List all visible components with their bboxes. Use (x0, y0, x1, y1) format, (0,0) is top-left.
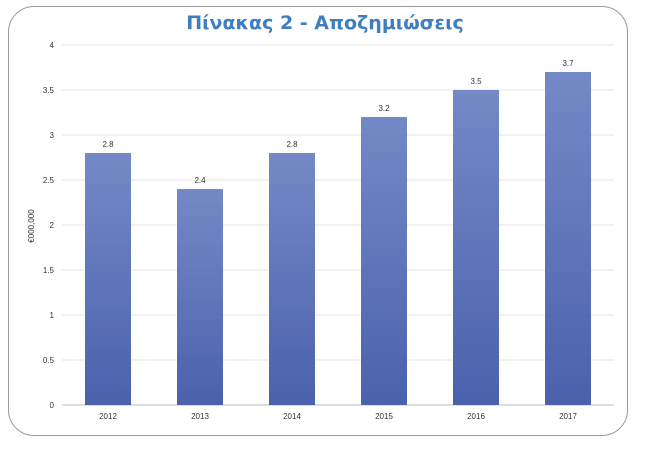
data-label: 3.7 (562, 59, 574, 68)
y-tick-label: 0.5 (43, 356, 55, 365)
x-tick-label: 2014 (283, 412, 301, 421)
x-tick-label: 2013 (191, 412, 209, 421)
data-label: 2.4 (194, 176, 206, 185)
gridlines (62, 44, 614, 406)
y-tick-label: 2 (50, 221, 55, 230)
y-tick-label: 3 (50, 131, 55, 140)
bar (545, 72, 591, 405)
bar (361, 117, 407, 405)
x-tick-label: 2012 (99, 412, 117, 421)
x-tick-label: 2015 (375, 412, 393, 421)
chart-title: Πίνακας 2 - Αποζημιώσεις (186, 12, 464, 34)
y-tick-label: 0 (50, 401, 55, 410)
x-tick-label: 2016 (467, 412, 485, 421)
bar (453, 90, 499, 405)
bar (177, 189, 223, 405)
y-tick-label: 1 (50, 311, 55, 320)
y-tick-label: 2.5 (43, 176, 55, 185)
bars (85, 72, 591, 405)
data-label: 2.8 (102, 140, 114, 149)
y-tick-label: 3.5 (43, 86, 55, 95)
y-tick-label: 1.5 (43, 266, 55, 275)
y-axis-label: €000,000 (27, 209, 36, 243)
y-tick-label: 4 (50, 41, 55, 50)
data-label: 3.2 (378, 104, 390, 113)
labels: 0 0.5 1 1.5 2 2.5 3 3.5 4 2.8 2012 2.4 2013 2.8 2014 3.… (43, 41, 578, 421)
bar (269, 153, 315, 405)
x-tick-label: 2017 (559, 412, 577, 421)
data-label: 3.5 (470, 77, 482, 86)
data-label: 2.8 (286, 140, 298, 149)
bar (85, 153, 131, 405)
